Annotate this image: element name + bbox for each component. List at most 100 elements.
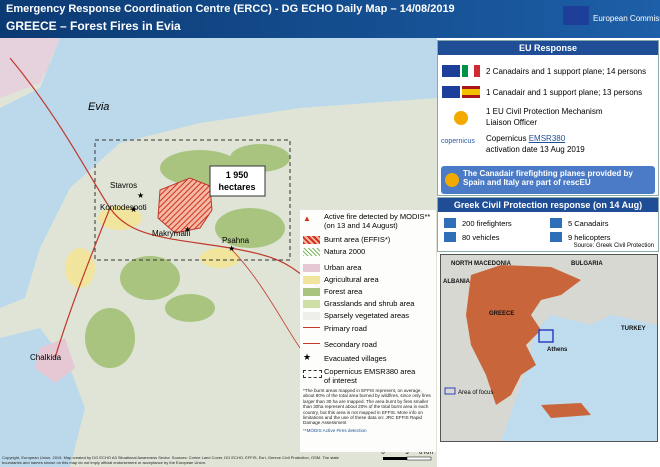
scale-label: 6 Km	[419, 450, 433, 456]
civil-protection-panel: Greek Civil Protection response (on 14 A…	[437, 197, 659, 252]
copernicus-text: Copernicus	[486, 134, 527, 143]
country-label: ALBANIA	[443, 279, 471, 285]
eu-item: 2 Canadairs and 1 support plane; 14 pers…	[486, 67, 647, 76]
burnt-area-value: 1 950	[226, 170, 249, 180]
country-label: NORTH MACEDONIA	[451, 261, 512, 267]
sea	[0, 38, 437, 308]
logo-text: European Commission	[593, 14, 660, 23]
swatch	[303, 327, 320, 328]
notes: *The burnt areas mapped in EFFIS represe…	[303, 388, 433, 433]
legend-item: Agricultural area	[324, 275, 379, 284]
swatch	[303, 264, 320, 272]
eu-flag	[563, 6, 589, 25]
panel-title: EU Response	[438, 41, 658, 55]
scale-segment	[383, 457, 407, 460]
village-label: Kontodespoti	[100, 203, 147, 212]
burnt-area-box	[209, 165, 266, 197]
copernicus-date: activation date 13 Aug 2019	[486, 145, 585, 154]
burnt-area-unit: hectares	[218, 182, 255, 192]
country-label: TURKEY	[621, 326, 646, 332]
scale-bar: 0 3 6 Km	[381, 450, 433, 461]
star: ★	[130, 205, 137, 214]
cp-item: 5 Canadairs	[568, 219, 609, 228]
legend-item: Sparsely vegetated areas	[324, 311, 410, 320]
inset-legend: Area of focus	[458, 390, 493, 396]
note: **MODIS Active Fires detection	[303, 427, 367, 433]
legend-swatch	[444, 387, 456, 395]
region-label: Evia	[88, 101, 109, 113]
village-label: Makrymalli	[152, 229, 190, 238]
legend-item: Active fire detected by MODIS** (on 13 a…	[324, 212, 431, 230]
roads	[9, 57, 321, 359]
copernicus-link[interactable]: EMSR380	[528, 134, 566, 143]
eu-flag	[442, 86, 460, 98]
source: Source: Greek Civil Protection	[573, 243, 654, 249]
title: Emergency Response Coordination Centre (…	[6, 3, 455, 15]
ucpm-logo	[454, 111, 468, 125]
swatch	[303, 300, 320, 308]
copernicus-logo: copernicus	[441, 138, 475, 145]
cp-item: 80 vehicles	[462, 233, 500, 242]
swatch	[303, 370, 322, 378]
cp-item: 9 helicopters	[568, 233, 611, 242]
greece	[466, 265, 581, 405]
village-label: Stavros	[110, 181, 137, 190]
copernicus-line: Copernicus EMSR380	[486, 134, 565, 143]
forest-area	[85, 144, 290, 368]
scale-label: 3	[405, 450, 409, 456]
eu-item: 1 EU Civil Protection Mechanism	[486, 107, 603, 116]
scale-label: 0	[381, 450, 385, 456]
icon	[444, 232, 456, 242]
urban-area	[0, 38, 60, 98]
scale-segment	[406, 456, 432, 461]
city-label: Athens	[547, 347, 568, 353]
area-of-focus	[538, 329, 554, 343]
country-label: BULGARIA	[571, 261, 603, 267]
es-flag	[462, 86, 480, 98]
legend-item: Burnt area (EFFIS*)	[324, 235, 391, 244]
icon	[444, 218, 456, 228]
swatch	[303, 343, 320, 344]
legend-item: Grasslands and shrub area	[324, 299, 415, 308]
legend-item: Secondary road	[324, 340, 377, 349]
it-flag	[462, 65, 480, 77]
footer: Copyright, European Union, 2019. Map cre…	[2, 455, 339, 465]
header: Emergency Response Coordination Centre (…	[0, 0, 660, 38]
icon	[550, 232, 562, 242]
eu-flag	[442, 65, 460, 77]
star: ★	[228, 244, 235, 253]
fire-symbol: ▲	[303, 214, 311, 223]
subtitle: GREECE – Forest Fires in Evia	[6, 19, 181, 33]
legend-item: Forest area	[324, 287, 363, 296]
villages: ★ Stavros ★ Kontodespoti ★ Makrymalli ★ …	[100, 181, 250, 253]
star: ★	[137, 191, 144, 200]
legend-item: Evacuated villages	[324, 354, 387, 363]
eu-item: Liaison Officer	[486, 118, 537, 127]
inset-map: BULGARIA NORTH MACEDONIA ALBANIA GREECE …	[440, 254, 658, 442]
inset-svg: BULGARIA NORTH MACEDONIA ALBANIA GREECE …	[441, 255, 657, 441]
village-label: Psahna	[222, 236, 250, 245]
panel-title: Greek Civil Protection response (on 14 A…	[438, 198, 658, 212]
legend-item: Primary road	[324, 324, 367, 333]
legend: ▲ Active fire detected by MODIS** (on 13…	[300, 210, 436, 452]
urban-area	[35, 338, 75, 383]
area-of-interest	[94, 139, 291, 261]
swatch	[303, 236, 320, 244]
legend-item: Copernicus EMSR380 area of interest	[324, 367, 416, 385]
eu-item: 1 Canadair and 1 support plane; 13 perso…	[486, 88, 643, 97]
swatch	[303, 312, 320, 320]
country-label: GREECE	[489, 311, 514, 317]
burnt-area	[157, 177, 213, 234]
swatch	[303, 276, 320, 284]
ucpm-logo	[445, 173, 459, 187]
star: ★	[303, 352, 312, 362]
crete	[541, 403, 591, 418]
swatch	[303, 288, 320, 296]
rescue-note: The Canadair firefighting planes provide…	[441, 166, 655, 194]
city-label: Chalkida	[30, 353, 62, 362]
star: ★	[184, 225, 191, 234]
note: *The burnt areas mapped in EFFIS represe…	[303, 388, 431, 426]
icon	[550, 218, 562, 228]
